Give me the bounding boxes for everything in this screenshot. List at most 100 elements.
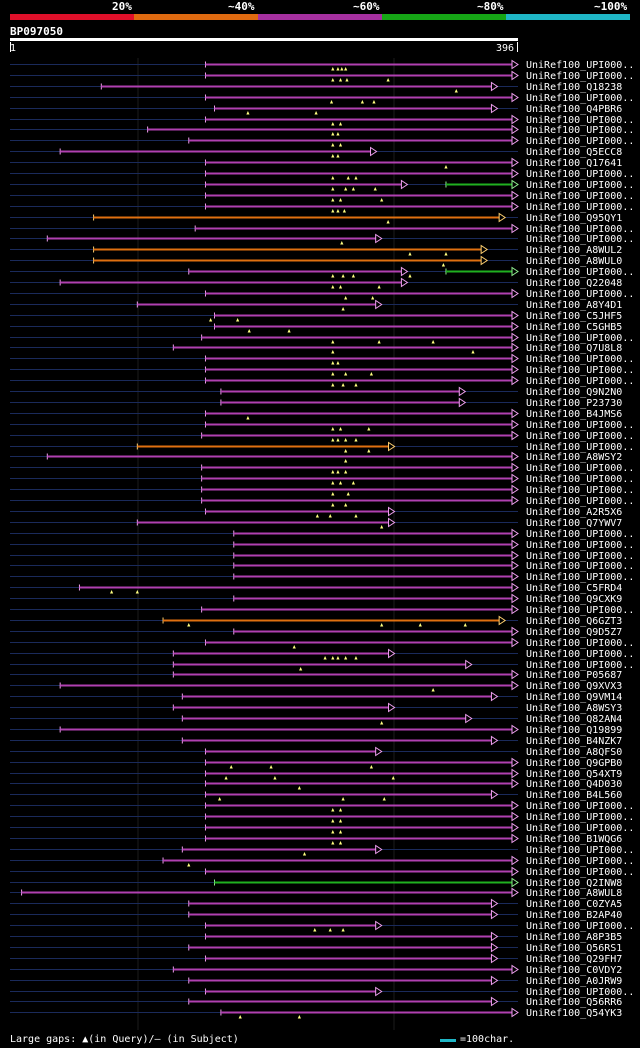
hit-label: UniRef100_UPI000.. <box>526 649 634 660</box>
query-gap-marker <box>331 470 335 474</box>
query-gap-marker <box>338 808 343 812</box>
segment-end-arrow <box>511 135 519 146</box>
hit-label: UniRef100_UPI000.. <box>526 93 634 104</box>
query-gap-marker <box>463 623 467 627</box>
segment-end-arrow <box>490 898 499 909</box>
query-gap-marker <box>367 427 371 431</box>
query-gap-marker <box>331 132 335 136</box>
query-gap-marker <box>408 274 412 278</box>
segment-end-arrow <box>511 473 519 484</box>
hit-label: UniRef100_Q5ECC8 <box>526 147 622 158</box>
segment-end-arrow <box>458 386 467 397</box>
hit-label: UniRef100_Q56RR6 <box>526 997 622 1008</box>
hit-label: UniRef100_P05687 <box>526 670 622 681</box>
segment-end-arrow <box>511 201 519 212</box>
query-gap-marker <box>344 459 348 463</box>
segment-end-arrow <box>511 266 519 277</box>
segment-end-arrow <box>480 255 489 266</box>
query-gap-marker <box>246 416 250 420</box>
query-gap-marker <box>380 198 384 202</box>
query-gap-marker <box>314 111 318 115</box>
hit-label: UniRef100_UPI000.. <box>526 365 634 376</box>
hit-label: UniRef100_UPI000.. <box>526 867 634 878</box>
hit-label: UniRef100_C0ZYA5 <box>526 899 622 910</box>
legend-swatch-80 <box>382 14 506 20</box>
query-end-label: 396 <box>496 43 515 54</box>
query-gap-marker <box>344 67 348 71</box>
hit-label: UniRef100_Q22048 <box>526 278 622 289</box>
query-gap-marker <box>329 100 334 104</box>
hit-label: UniRef100_UPI000.. <box>526 354 634 365</box>
hit-label: UniRef100_UPI000.. <box>526 376 634 387</box>
query-gap-marker <box>391 776 395 780</box>
query-gap-marker <box>351 274 355 278</box>
query-gap-marker <box>338 819 343 823</box>
query-gap-marker <box>354 438 358 442</box>
segment-end-arrow <box>511 582 519 593</box>
query-gap-marker <box>344 438 348 442</box>
query-gap-marker <box>341 383 345 387</box>
query-gap-marker <box>371 296 375 300</box>
hit-label: UniRef100_A2R5X6 <box>526 507 622 518</box>
hit-label: UniRef100_UPI000.. <box>526 605 634 616</box>
identity-color-legend: 20% ~40% ~60% ~80% ~100% <box>10 0 630 22</box>
query-gap-marker <box>302 852 307 856</box>
segment-end-arrow <box>400 266 409 277</box>
hit-label: UniRef100_Q9N2N0 <box>526 387 622 398</box>
legend-swatch-40 <box>134 14 258 20</box>
hit-label: UniRef100_B2AP40 <box>526 910 622 921</box>
query-gap-marker <box>218 797 222 801</box>
query-start-tick <box>10 42 11 52</box>
query-end-tick <box>517 42 518 52</box>
query-gap-marker <box>331 830 335 834</box>
hit-label: UniRef100_Q18238 <box>526 82 622 93</box>
query-gap-marker <box>380 721 384 725</box>
query-gap-marker <box>354 514 358 518</box>
segment-end-arrow <box>458 397 467 408</box>
hit-label: UniRef100_Q7YWV7 <box>526 518 622 529</box>
query-gap-marker <box>338 285 343 289</box>
segment-end-arrow <box>511 887 519 898</box>
query-gap-marker <box>346 176 350 180</box>
segment-end-arrow <box>511 430 519 441</box>
query-gap-marker <box>331 492 335 496</box>
query-gap-marker <box>331 78 335 82</box>
hit-label: UniRef100_UPI000.. <box>526 442 634 453</box>
query-gap-marker <box>354 656 358 660</box>
query-gap-marker <box>236 318 240 322</box>
segment-end-arrow <box>498 615 507 626</box>
segment-end-arrow <box>480 244 489 255</box>
hit-label: UniRef100_UPI000.. <box>526 845 634 856</box>
query-gap-marker <box>336 361 340 365</box>
hit-label: UniRef100_A0JRW9 <box>526 976 622 987</box>
query-gap-marker <box>346 492 350 496</box>
segment-end-arrow <box>490 953 499 964</box>
hit-label: UniRef100_UPI000.. <box>526 856 634 867</box>
hit-label: UniRef100_A8WSY3 <box>526 703 622 714</box>
hit-label: UniRef100_UPI000.. <box>526 115 634 126</box>
segment-end-arrow <box>388 517 396 528</box>
hit-label: UniRef100_UPI000.. <box>526 823 634 834</box>
query-gap-marker <box>386 220 390 224</box>
query-gap-marker <box>331 808 335 812</box>
query-gap-marker <box>247 329 251 333</box>
hit-label: UniRef100_A8Y4D1 <box>526 300 622 311</box>
query-gap-marker <box>336 67 340 71</box>
query-gap-marker <box>224 776 228 780</box>
query-gap-marker <box>328 928 332 932</box>
segment-end-arrow <box>375 299 383 310</box>
segment-end-arrow <box>511 593 519 604</box>
segment-end-arrow <box>511 811 519 822</box>
legend-swatch-60 <box>258 14 382 20</box>
segment-end-arrow <box>511 462 519 473</box>
segment-end-arrow <box>511 560 519 571</box>
segment-end-arrow <box>511 1007 519 1018</box>
hit-label: UniRef100_Q7U8L8 <box>526 343 622 354</box>
hit-label: UniRef100_A8WUL8 <box>526 888 622 899</box>
query-gap-marker <box>336 209 340 213</box>
hit-label: UniRef100_A8WUL2 <box>526 245 622 256</box>
segment-end-arrow <box>511 757 519 768</box>
segment-end-arrow <box>511 484 519 495</box>
query-gap-marker <box>331 176 335 180</box>
query-gap-marker <box>209 318 213 322</box>
